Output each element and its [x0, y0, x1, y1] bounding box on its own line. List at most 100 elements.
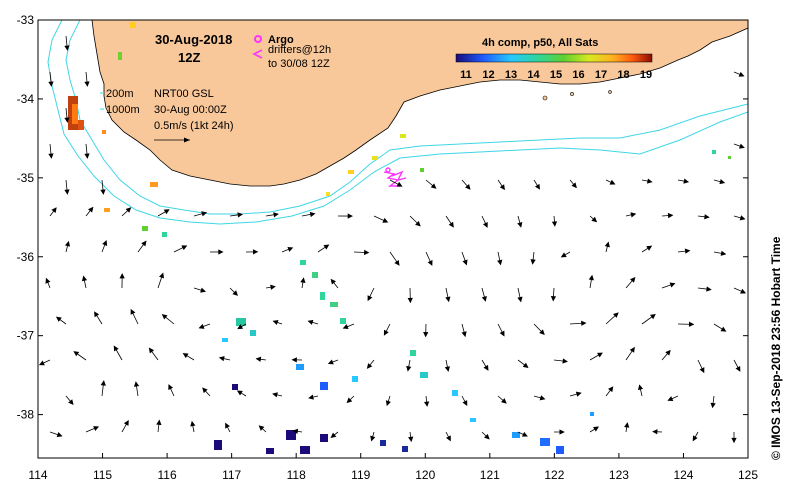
current-arrowhead — [704, 214, 710, 220]
x-tick-label: 121 — [480, 468, 500, 482]
current-arrowhead — [521, 431, 528, 437]
current-arrowhead — [462, 259, 468, 266]
current-arrowhead — [720, 250, 727, 256]
current-arrowhead — [113, 345, 119, 352]
current-arrowhead — [202, 387, 208, 394]
current-arrowhead — [385, 400, 391, 407]
current-arrowhead — [93, 426, 100, 431]
current-arrowhead — [591, 216, 598, 223]
current-arrowhead — [482, 221, 488, 228]
current-arrowhead — [720, 326, 727, 332]
current-arrowhead — [382, 217, 389, 223]
island — [608, 90, 612, 94]
current-arrowhead — [330, 432, 337, 438]
current-arrowhead — [462, 400, 468, 407]
argo-drifters — [383, 167, 407, 187]
product-date-label: 30-Aug 00:00Z — [154, 104, 227, 116]
current-arrowhead — [64, 117, 70, 123]
current-arrowhead — [446, 435, 451, 442]
current-arrowhead — [323, 244, 330, 250]
current-arrowhead — [575, 391, 582, 397]
current-arrowhead — [201, 211, 208, 217]
current-arrowhead — [68, 399, 74, 405]
current-arrowhead — [481, 296, 487, 302]
current-arrowhead — [688, 321, 695, 327]
drifter-marker-icon — [252, 49, 263, 59]
current-arrowhead — [588, 274, 594, 281]
current-vectors — [38, 35, 747, 444]
current-arrowhead — [383, 329, 389, 336]
current-arrowhead — [200, 287, 206, 293]
current-arrowhead — [444, 366, 450, 372]
credit-text: © IMOS 13-Sep-2018 23:56 Hobart Time — [769, 236, 783, 460]
current-arrowhead — [38, 360, 45, 366]
current-arrowhead — [309, 211, 316, 218]
current-arrowhead — [182, 353, 189, 359]
current-arrowhead — [735, 365, 741, 372]
x-tick-label: 115 — [93, 468, 112, 482]
x-tick-label: 118 — [287, 468, 306, 482]
colorbar-title: 4h comp, p50, All Sats — [482, 37, 598, 49]
current-arrowhead — [55, 316, 62, 322]
colorbar-tick-label: 15 — [550, 69, 562, 81]
current-arrowhead — [64, 240, 71, 247]
current-arrowhead — [669, 282, 676, 288]
x-tick-label: 125 — [738, 468, 758, 482]
current-arrowhead — [56, 432, 63, 438]
current-arrowhead — [237, 324, 244, 330]
current-arrowhead — [181, 245, 188, 251]
current-arrowhead — [593, 426, 599, 432]
x-axis: 114 115 116 117 118 119 120 121 122 123 124 125 — [28, 453, 758, 482]
speed-scale-arrowhead — [184, 137, 190, 143]
current-arrowhead — [366, 363, 373, 369]
speed-scale-label: 0.5m/s (1kt 24h) — [154, 120, 233, 132]
map-date: 30-Aug-2018 — [155, 32, 232, 47]
current-arrowhead — [258, 425, 265, 431]
island — [542, 95, 548, 101]
current-arrowhead — [604, 241, 610, 248]
current-arrowhead — [330, 278, 336, 285]
drifters-sub-label: to 30/08 12Z — [268, 58, 330, 70]
current-arrowhead — [483, 364, 489, 371]
current-arrowhead — [190, 420, 196, 427]
current-arrowhead — [370, 435, 376, 442]
current-arrowhead — [123, 419, 129, 426]
colorbar-tick-label: 12 — [482, 69, 494, 81]
current-arrowhead — [408, 436, 414, 443]
x-tick-label: 119 — [351, 468, 370, 482]
current-arrowhead — [560, 252, 567, 258]
current-arrowhead — [499, 184, 505, 191]
y-tick-label: -33 — [17, 13, 35, 27]
contour-200m — [65, 20, 748, 215]
current-arrowhead — [88, 206, 94, 213]
current-arrowhead — [465, 184, 471, 190]
current-arrowhead — [461, 331, 467, 338]
current-arrowhead — [484, 433, 490, 440]
current-arrowhead — [407, 297, 413, 304]
current-arrowhead — [571, 182, 577, 189]
current-arrowhead — [445, 296, 451, 303]
current-arrowhead — [272, 320, 279, 326]
current-arrowhead — [667, 212, 674, 219]
current-arrowhead — [198, 323, 205, 329]
current-arrowhead — [287, 246, 294, 252]
current-arrowhead — [327, 359, 334, 365]
current-arrowhead — [499, 330, 505, 337]
colorbar-tick-label: 11 — [460, 69, 472, 81]
x-tick-label: 114 — [28, 468, 47, 482]
current-arrowhead — [100, 380, 106, 386]
colorbar — [455, 53, 653, 63]
current-arrowhead — [539, 395, 546, 401]
colorbar-tick-label: 17 — [595, 69, 607, 81]
current-arrowhead — [665, 349, 671, 356]
current-arrowhead — [300, 277, 306, 283]
current-arrowhead — [699, 367, 705, 374]
current-arrowhead — [613, 312, 619, 318]
current-arrowhead — [394, 259, 400, 266]
current-arrowhead — [739, 215, 746, 221]
current-arrowhead — [236, 390, 243, 396]
current-arrowhead — [133, 381, 140, 387]
current-arrowhead — [148, 347, 155, 354]
current-arrowhead — [73, 351, 80, 357]
